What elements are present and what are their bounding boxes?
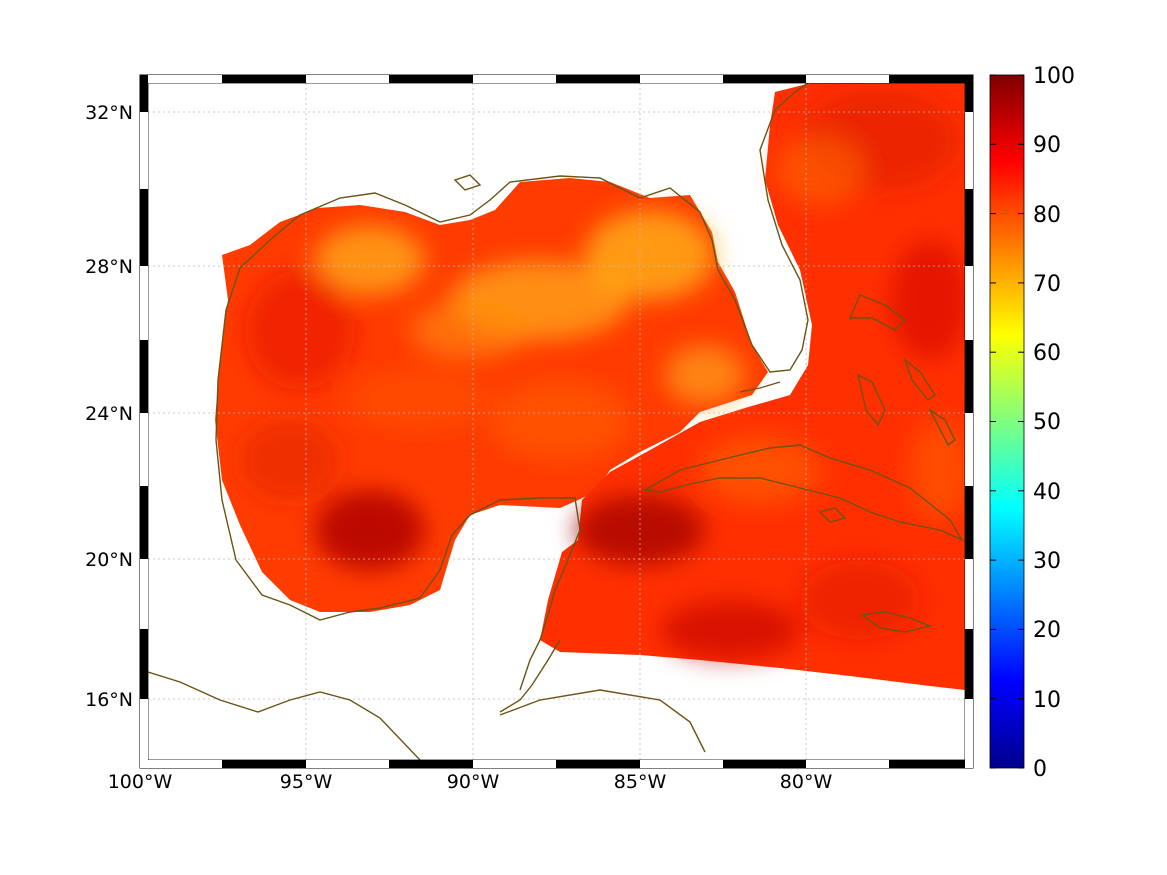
- colorbar-label: 70: [1033, 272, 1061, 297]
- colorbar-ticks: [990, 74, 1024, 769]
- frame-segment: [140, 75, 148, 112]
- colorbar-label: 10: [1033, 688, 1061, 713]
- frame-segment: [965, 340, 973, 413]
- lat-labels: 32°N 28°N 24°N 20°N 16°N: [85, 102, 133, 711]
- coast-central-america: [148, 671, 421, 760]
- colorbar-label: 20: [1033, 618, 1061, 643]
- lat-label: 16°N: [85, 689, 133, 711]
- coast-bahamas-exuma: [928, 407, 956, 447]
- field-texture: [240, 90, 965, 660]
- coast-honduras: [499, 689, 706, 753]
- frame-segment: [640, 760, 723, 768]
- frame-segment: [140, 413, 148, 486]
- frame-segment: [965, 699, 973, 768]
- frame-segment: [965, 189, 973, 266]
- frame-segment: [965, 629, 973, 699]
- frame-segment: [140, 266, 148, 340]
- frame-segment: [640, 75, 723, 83]
- coast-cuba: [642, 444, 964, 542]
- frame-segment: [806, 75, 889, 83]
- coast-mexico: [235, 497, 581, 691]
- lat-label: 32°N: [85, 102, 133, 124]
- coast-gulf-north: [215, 83, 810, 561]
- frame-segment: [965, 413, 973, 486]
- frame-segment: [965, 75, 973, 112]
- lat-label: 20°N: [85, 549, 133, 571]
- frame-segment: [222, 760, 306, 768]
- frame-segment: [306, 760, 389, 768]
- lat-label: 24°N: [85, 403, 133, 425]
- frame-segment: [140, 559, 148, 629]
- frame-segment: [140, 340, 148, 413]
- frame-segment: [140, 486, 148, 559]
- frame-segment: [140, 699, 148, 768]
- frame-segment: [389, 75, 473, 83]
- frame-segment: [222, 75, 306, 83]
- lon-label: 100°W: [108, 771, 173, 793]
- lat-label: 28°N: [85, 256, 133, 278]
- coast-jamaica: [860, 611, 933, 633]
- colorbar-label: 50: [1033, 410, 1061, 435]
- coastlines: [148, 83, 964, 760]
- colorbar-label: 90: [1033, 133, 1061, 158]
- lon-label: 85°W: [614, 771, 667, 793]
- frame-segment: [965, 112, 973, 189]
- frame-segment: [889, 760, 973, 768]
- lon-label: 80°W: [780, 771, 833, 793]
- frame-segment: [806, 760, 889, 768]
- frame-segment: [389, 760, 473, 768]
- colorbar-label: 30: [1033, 549, 1061, 574]
- frame-segment: [965, 559, 973, 629]
- coast-florida-keys: [739, 381, 781, 393]
- frame-segment: [473, 760, 556, 768]
- lon-label: 90°W: [447, 771, 500, 793]
- colorbar-labels: 100 90 80 70 60 50 40 30 20 10 0: [1033, 64, 1075, 782]
- frame-segment: [140, 760, 222, 768]
- coast-yucatan-east: [499, 639, 561, 713]
- frame-segment: [965, 486, 973, 559]
- colorbar-label: 80: [1033, 203, 1061, 228]
- colorbar-label: 60: [1033, 341, 1061, 366]
- frame-segment: [889, 75, 973, 83]
- frame-segment: [473, 75, 556, 83]
- frame-segment: [556, 75, 640, 83]
- frame-segment: [140, 189, 148, 266]
- gridlines: [148, 83, 965, 760]
- lon-labels: 100°W 95°W 90°W 85°W 80°W: [108, 771, 833, 793]
- frame-segment: [723, 760, 806, 768]
- coast-bahamas-andros: [856, 373, 886, 427]
- frame-segment: [556, 760, 640, 768]
- frame-segment: [306, 75, 389, 83]
- frame-segment: [140, 629, 148, 699]
- coast-isle-of-youth: [818, 507, 847, 523]
- coast-lake-pontchartrain: [453, 174, 482, 191]
- frame-segment: [140, 75, 222, 83]
- coast-bahamas-abaco: [848, 294, 907, 331]
- frame-segment: [965, 266, 973, 340]
- coast-bahamas-eleuthera: [903, 357, 936, 401]
- colorbar-label: 100: [1033, 64, 1075, 89]
- colorbar-label: 0: [1033, 757, 1047, 782]
- data-field: [215, 83, 965, 690]
- frame-ticks: [140, 75, 973, 768]
- lon-label: 95°W: [280, 771, 333, 793]
- frame-segment: [723, 75, 806, 83]
- frame-segment: [140, 112, 148, 189]
- colorbar-label: 40: [1033, 480, 1061, 505]
